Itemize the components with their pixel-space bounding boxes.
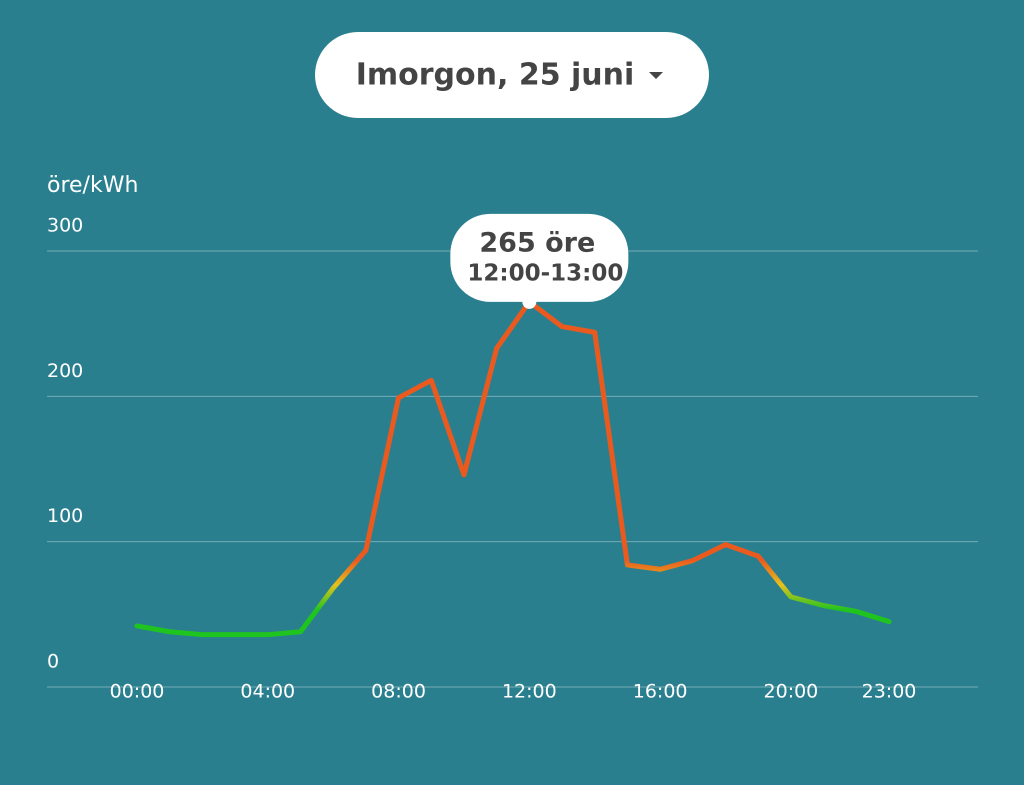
x-tick-label: 08:00 [371,681,426,703]
tooltip-value: 265 öre [479,227,595,258]
x-tick-label: 04:00 [240,681,295,703]
y-tick-label: 100 [47,505,83,527]
date-selector[interactable]: Imorgon, 25 juni [315,32,709,118]
x-tick-label: 16:00 [633,681,688,703]
y-tick-label: 200 [47,360,83,382]
x-tick-label: 12:00 [502,681,557,703]
selector-button[interactable] [315,32,709,118]
tooltip-range: 12:00-13:00 [467,260,623,286]
highlight-point [522,294,537,309]
tooltip-box [450,213,629,302]
price-line [134,299,892,638]
x-tick-label: 23:00 [862,681,917,703]
selector-label[interactable]: Imorgon, 25 juni [356,58,635,93]
y-axis-label: öre/kWh [47,173,138,198]
x-tick-label: 20:00 [764,681,819,703]
x-tick-label: 00:00 [110,681,165,703]
dropdown-caret[interactable] [649,72,663,79]
y-tick-label: 300 [47,215,83,237]
y-tick-label: 0 [47,651,59,673]
